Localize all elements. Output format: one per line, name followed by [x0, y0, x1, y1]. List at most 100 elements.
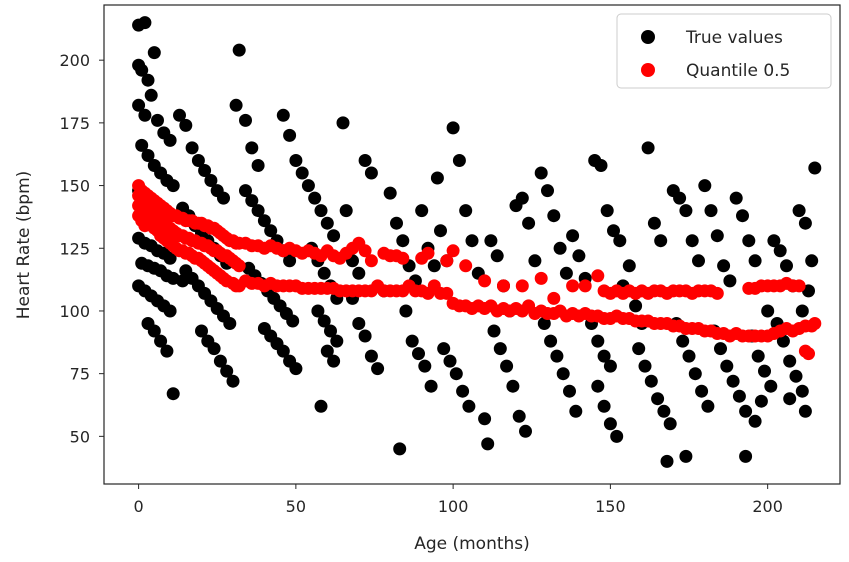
- data-point: [761, 304, 775, 318]
- data-point: [195, 324, 208, 338]
- data-point: [232, 43, 246, 57]
- x-tick-label: 50: [286, 497, 306, 516]
- data-point: [251, 159, 265, 172]
- data-point: [632, 342, 646, 356]
- data-point: [789, 369, 803, 383]
- data-point: [698, 179, 712, 193]
- data-point: [714, 342, 727, 356]
- data-point: [352, 266, 366, 280]
- data-point: [213, 354, 227, 368]
- data-point: [320, 344, 334, 358]
- data-point: [723, 274, 737, 288]
- data-point: [610, 429, 624, 443]
- data-point: [519, 424, 532, 438]
- data-point: [701, 399, 715, 413]
- data-point: [314, 399, 328, 413]
- data-point: [704, 204, 718, 218]
- data-point: [710, 229, 724, 243]
- data-point: [440, 286, 454, 300]
- data-point: [147, 324, 161, 338]
- data-point: [553, 241, 567, 255]
- data-point: [364, 349, 378, 363]
- data-point: [324, 324, 337, 338]
- data-point: [166, 387, 180, 401]
- data-point: [537, 317, 551, 330]
- data-point: [173, 108, 186, 122]
- data-point: [613, 234, 627, 248]
- data-point: [166, 179, 180, 193]
- data-point: [660, 454, 674, 468]
- data-point: [314, 204, 328, 218]
- data-point: [220, 364, 234, 378]
- data-point: [622, 259, 636, 273]
- data-point: [217, 191, 230, 205]
- data-point: [739, 404, 753, 418]
- data-point: [399, 304, 413, 318]
- data-point: [449, 367, 463, 381]
- y-tick-label: 75: [70, 365, 90, 384]
- data-point: [736, 209, 749, 223]
- data-point: [559, 266, 573, 280]
- x-tick-label: 150: [595, 497, 626, 516]
- data-point: [629, 299, 643, 313]
- data-point: [311, 304, 325, 318]
- data-point: [327, 229, 341, 243]
- data-point: [135, 63, 149, 77]
- data-point: [223, 317, 237, 330]
- data-point: [808, 161, 822, 175]
- data-point: [541, 184, 554, 198]
- data-point: [500, 359, 514, 373]
- y-axis-ticks: 50 75 100 125 150 175 200: [59, 51, 104, 446]
- data-point: [317, 314, 331, 328]
- data-point: [440, 254, 454, 268]
- data-point: [257, 214, 271, 228]
- data-point: [135, 138, 149, 152]
- data-point: [795, 384, 809, 398]
- data-point: [566, 229, 580, 243]
- y-tick-label: 125: [59, 239, 90, 258]
- data-point: [179, 118, 193, 132]
- data-point: [534, 166, 548, 180]
- data-point: [308, 191, 322, 205]
- data-point: [515, 279, 529, 293]
- data-point: [427, 259, 441, 273]
- data-point: [798, 404, 812, 418]
- data-point: [443, 354, 457, 368]
- data-point: [336, 116, 350, 130]
- data-point: [679, 449, 693, 463]
- data-point: [673, 191, 687, 205]
- data-point: [138, 108, 152, 122]
- data-point: [528, 254, 542, 268]
- data-point: [487, 324, 501, 338]
- data-point: [301, 179, 315, 193]
- data-point: [358, 154, 372, 167]
- x-tick-label: 100: [438, 497, 469, 516]
- data-point: [603, 359, 617, 373]
- data-point: [283, 128, 297, 142]
- data-point: [371, 362, 385, 376]
- data-point: [437, 342, 451, 356]
- data-point: [484, 234, 498, 248]
- legend-marker-true-values: [641, 30, 655, 44]
- y-tick-label: 200: [59, 51, 90, 70]
- data-point: [415, 204, 429, 218]
- data-point: [748, 414, 762, 428]
- data-point: [245, 194, 259, 208]
- data-point: [550, 349, 564, 363]
- data-point: [434, 224, 447, 238]
- data-point: [198, 164, 212, 177]
- data-point: [795, 304, 809, 318]
- data-point: [547, 291, 561, 305]
- data-point: [251, 204, 265, 218]
- data-point: [226, 374, 240, 388]
- data-point: [154, 334, 168, 348]
- data-point: [358, 329, 372, 343]
- data-point: [808, 317, 822, 330]
- legend-label-true-values: True values: [685, 28, 783, 48]
- legend-marker-quantile: [641, 63, 655, 77]
- data-point: [603, 417, 617, 431]
- data-point: [566, 279, 580, 293]
- data-point: [358, 244, 372, 258]
- data-point: [229, 98, 243, 112]
- data-point: [456, 384, 470, 398]
